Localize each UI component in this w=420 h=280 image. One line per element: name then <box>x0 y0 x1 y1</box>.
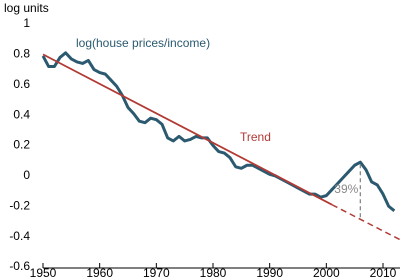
x-tick-label: 1980 <box>200 266 227 280</box>
y-axis-label: log units <box>4 1 49 15</box>
series-line <box>42 53 333 206</box>
y-tick-label: 0 <box>23 168 30 182</box>
x-tick-label: 1960 <box>86 266 113 280</box>
y-tick-label: 0.4 <box>13 107 30 121</box>
annotation: 39% <box>334 182 358 196</box>
x-tick-label: 1970 <box>143 266 170 280</box>
y-tick-label: 0.6 <box>13 77 30 91</box>
series-line <box>331 204 401 241</box>
series-label: Trend <box>240 130 271 144</box>
y-tick-label: 0.2 <box>13 138 30 152</box>
x-tick-label: 1990 <box>256 266 283 280</box>
y-tick-label: 1 <box>23 16 30 30</box>
y-tick-label: -0.6 <box>9 259 30 273</box>
y-tick-label: 0.8 <box>13 47 30 61</box>
x-tick-label: 2010 <box>370 266 397 280</box>
x-tick-label: 1950 <box>30 266 57 280</box>
y-tick-label: -0.4 <box>9 229 30 243</box>
series-line <box>41 51 396 212</box>
series-label: log(house prices/income) <box>76 36 210 50</box>
x-tick-label: 2000 <box>313 266 340 280</box>
y-tick-label: -0.2 <box>9 198 30 212</box>
